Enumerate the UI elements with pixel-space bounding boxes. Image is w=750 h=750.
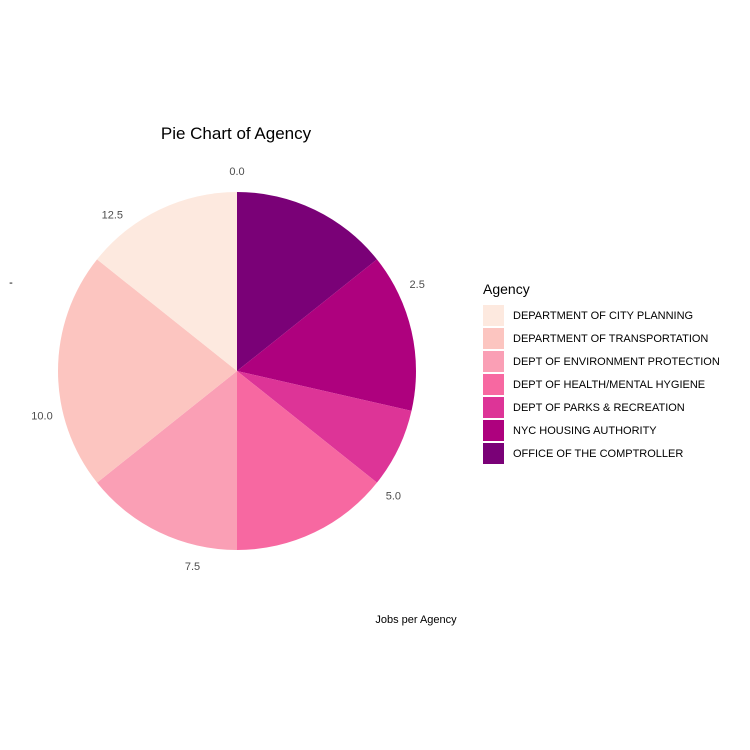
pie-slice-dept-of-environment-protection bbox=[97, 371, 238, 550]
legend-label-dept-of-parks-recreation: DEPT OF PARKS & RECREATION bbox=[513, 402, 685, 414]
legend-label-office-of-the-comptroller: OFFICE OF THE COMPTROLLER bbox=[513, 448, 683, 460]
pie-slice-nyc-housing-authority bbox=[237, 259, 416, 411]
legend-title: Agency bbox=[483, 281, 530, 297]
y-axis-label: - bbox=[9, 277, 13, 289]
legend-key-dept-of-environment-protection bbox=[483, 351, 504, 372]
chart-title: Pie Chart of Agency bbox=[161, 124, 312, 143]
theta-tick-labels: 0.0 2.5 5.0 7.5 10.0 12.5 bbox=[31, 166, 425, 573]
legend: Agency DEPARTMENT OF CITY PLANNING DEPART… bbox=[483, 281, 720, 464]
theta-tick-label: 5.0 bbox=[386, 491, 401, 503]
theta-tick-label: 0.0 bbox=[229, 166, 244, 178]
legend-label-department-of-city-planning: DEPARTMENT OF CITY PLANNING bbox=[513, 310, 693, 322]
legend-key-office-of-the-comptroller bbox=[483, 443, 504, 464]
pie-slice-dept-of-parks-recreation bbox=[237, 371, 412, 483]
legend-label-nyc-housing-authority: NYC HOUSING AUTHORITY bbox=[513, 425, 657, 437]
legend-key-dept-of-health-mental-hygiene bbox=[483, 374, 504, 395]
legend-key-department-of-city-planning bbox=[483, 305, 504, 326]
pie-slice-dept-of-health-mental-hygiene bbox=[237, 371, 377, 550]
legend-label-dept-of-health-mental-hygiene: DEPT OF HEALTH/MENTAL HYGIENE bbox=[513, 379, 705, 391]
legend-key-dept-of-parks-recreation bbox=[483, 397, 504, 418]
legend-label-department-of-transportation: DEPARTMENT OF TRANSPORTATION bbox=[513, 333, 708, 345]
theta-tick-label: 2.5 bbox=[410, 279, 425, 291]
theta-tick-label: 7.5 bbox=[185, 561, 200, 573]
x-axis-label: Jobs per Agency bbox=[375, 614, 457, 626]
theta-tick-label: 10.0 bbox=[31, 411, 52, 423]
theta-tick-label: 12.5 bbox=[102, 210, 123, 222]
pie-slices bbox=[57, 192, 416, 550]
legend-key-department-of-transportation bbox=[483, 328, 504, 349]
legend-label-dept-of-environment-protection: DEPT OF ENVIRONMENT PROTECTION bbox=[513, 356, 720, 368]
pie-slice-department-of-transportation bbox=[57, 259, 237, 483]
legend-key-nyc-housing-authority bbox=[483, 420, 504, 441]
pie-slice-department-of-city-planning bbox=[97, 192, 238, 371]
pie-slice-office-of-the-comptroller bbox=[237, 192, 377, 371]
